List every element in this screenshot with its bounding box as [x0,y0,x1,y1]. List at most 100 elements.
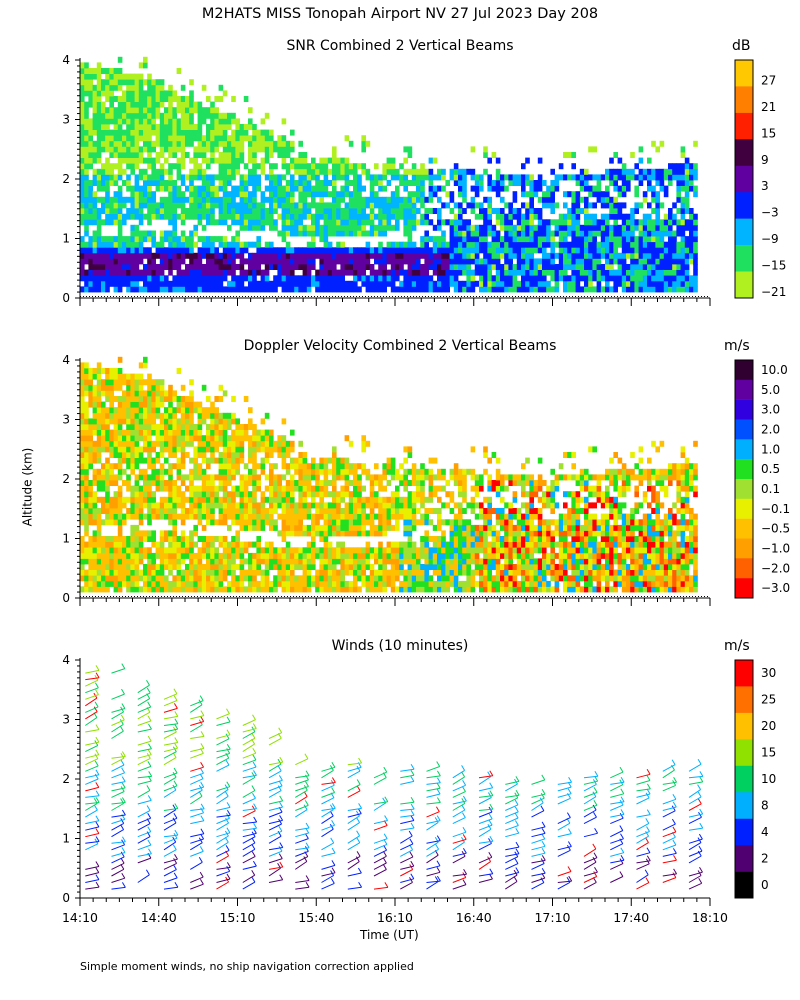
snr-cell [525,174,530,181]
snr-cell [252,180,257,186]
doppler-cell [277,474,282,481]
snr-cell [575,208,581,214]
snr-cell [668,247,673,254]
snr-cell [437,174,442,181]
snr-cell [600,241,606,248]
snr-cell [176,146,182,153]
snr-cell [504,275,509,282]
doppler-cell [285,513,291,520]
snr-cell [336,202,341,209]
snr-cell [143,213,148,220]
doppler-cell [134,513,140,520]
doppler-cell [189,480,194,486]
snr-cell [327,208,333,214]
snr-cell [285,286,291,293]
doppler-cell [122,373,127,380]
doppler-cell [117,541,123,548]
snr-cell [227,258,232,265]
doppler-cell [84,412,89,419]
snr-cell [395,213,400,220]
snr-cell [504,230,509,237]
snr-cell [399,247,404,254]
doppler-cell [260,468,266,475]
doppler-cell [197,463,203,470]
snr-cell [647,252,652,259]
snr-cell [84,118,89,125]
snr-cell [378,213,383,220]
snr-cell [117,152,123,158]
snr-cell [332,258,337,265]
snr-cell [252,252,257,259]
snr-cell [479,202,484,209]
snr-cell [495,264,501,270]
doppler-cell [243,396,249,402]
snr-cell [96,213,102,220]
snr-cell [626,252,631,259]
doppler-cell [168,547,173,554]
snr-cell [138,213,144,220]
snr-cell [130,96,135,102]
snr-cell [327,213,333,220]
doppler-cell [302,457,308,464]
snr-cell [264,129,270,136]
doppler-cell [151,508,156,514]
doppler-cell [180,519,186,526]
doppler-cell [260,418,266,425]
snr-cell [453,286,459,293]
snr-cell [105,247,110,254]
doppler-cell [210,502,215,509]
snr-cell [693,252,698,259]
snr-cell [134,264,140,270]
doppler-cell [281,485,287,492]
snr-cell [319,280,324,287]
snr-cell [126,252,131,259]
snr-cell [185,241,190,248]
doppler-cell [130,541,135,548]
snr-cell [479,280,484,287]
snr-cell [260,224,266,231]
snr-cell [113,129,119,136]
snr-cell [138,185,144,192]
doppler-cell [80,519,85,526]
snr-cell [294,280,299,287]
doppler-cell [227,569,232,576]
doppler-cell [80,412,85,419]
snr-cell [609,224,614,231]
snr-cell [117,202,123,209]
snr-cell [130,163,135,170]
snr-cell [432,258,438,265]
doppler-cell [113,446,119,453]
snr-cell [369,180,375,186]
snr-cell [533,258,539,265]
doppler-cell [243,474,249,481]
doppler-cell [252,485,257,492]
doppler-cell [227,552,232,559]
snr-cell [374,224,379,231]
doppler-cell [252,496,257,503]
snr-cell [193,213,198,220]
snr-cell [80,96,85,102]
snr-cell [571,152,576,158]
doppler-cell [298,547,303,554]
snr-cell [151,252,156,259]
snr-cell [227,135,232,142]
snr-cell [609,247,614,254]
snr-cell [105,157,110,164]
snr-cell [663,269,669,276]
snr-cell [84,168,89,175]
doppler-cell [109,435,114,442]
snr-cell [533,191,539,198]
snr-cell [252,219,257,226]
snr-cell [122,152,127,158]
snr-cell [323,269,329,276]
doppler-cell [285,586,291,593]
doppler-cell [143,536,148,542]
snr-cell [260,202,266,209]
snr-cell [428,185,434,192]
doppler-cell [164,440,169,447]
doppler-cell [277,491,282,498]
doppler-cell [109,513,114,520]
doppler-cell [210,575,215,582]
snr-cell [159,96,165,102]
snr-cell [189,185,194,192]
